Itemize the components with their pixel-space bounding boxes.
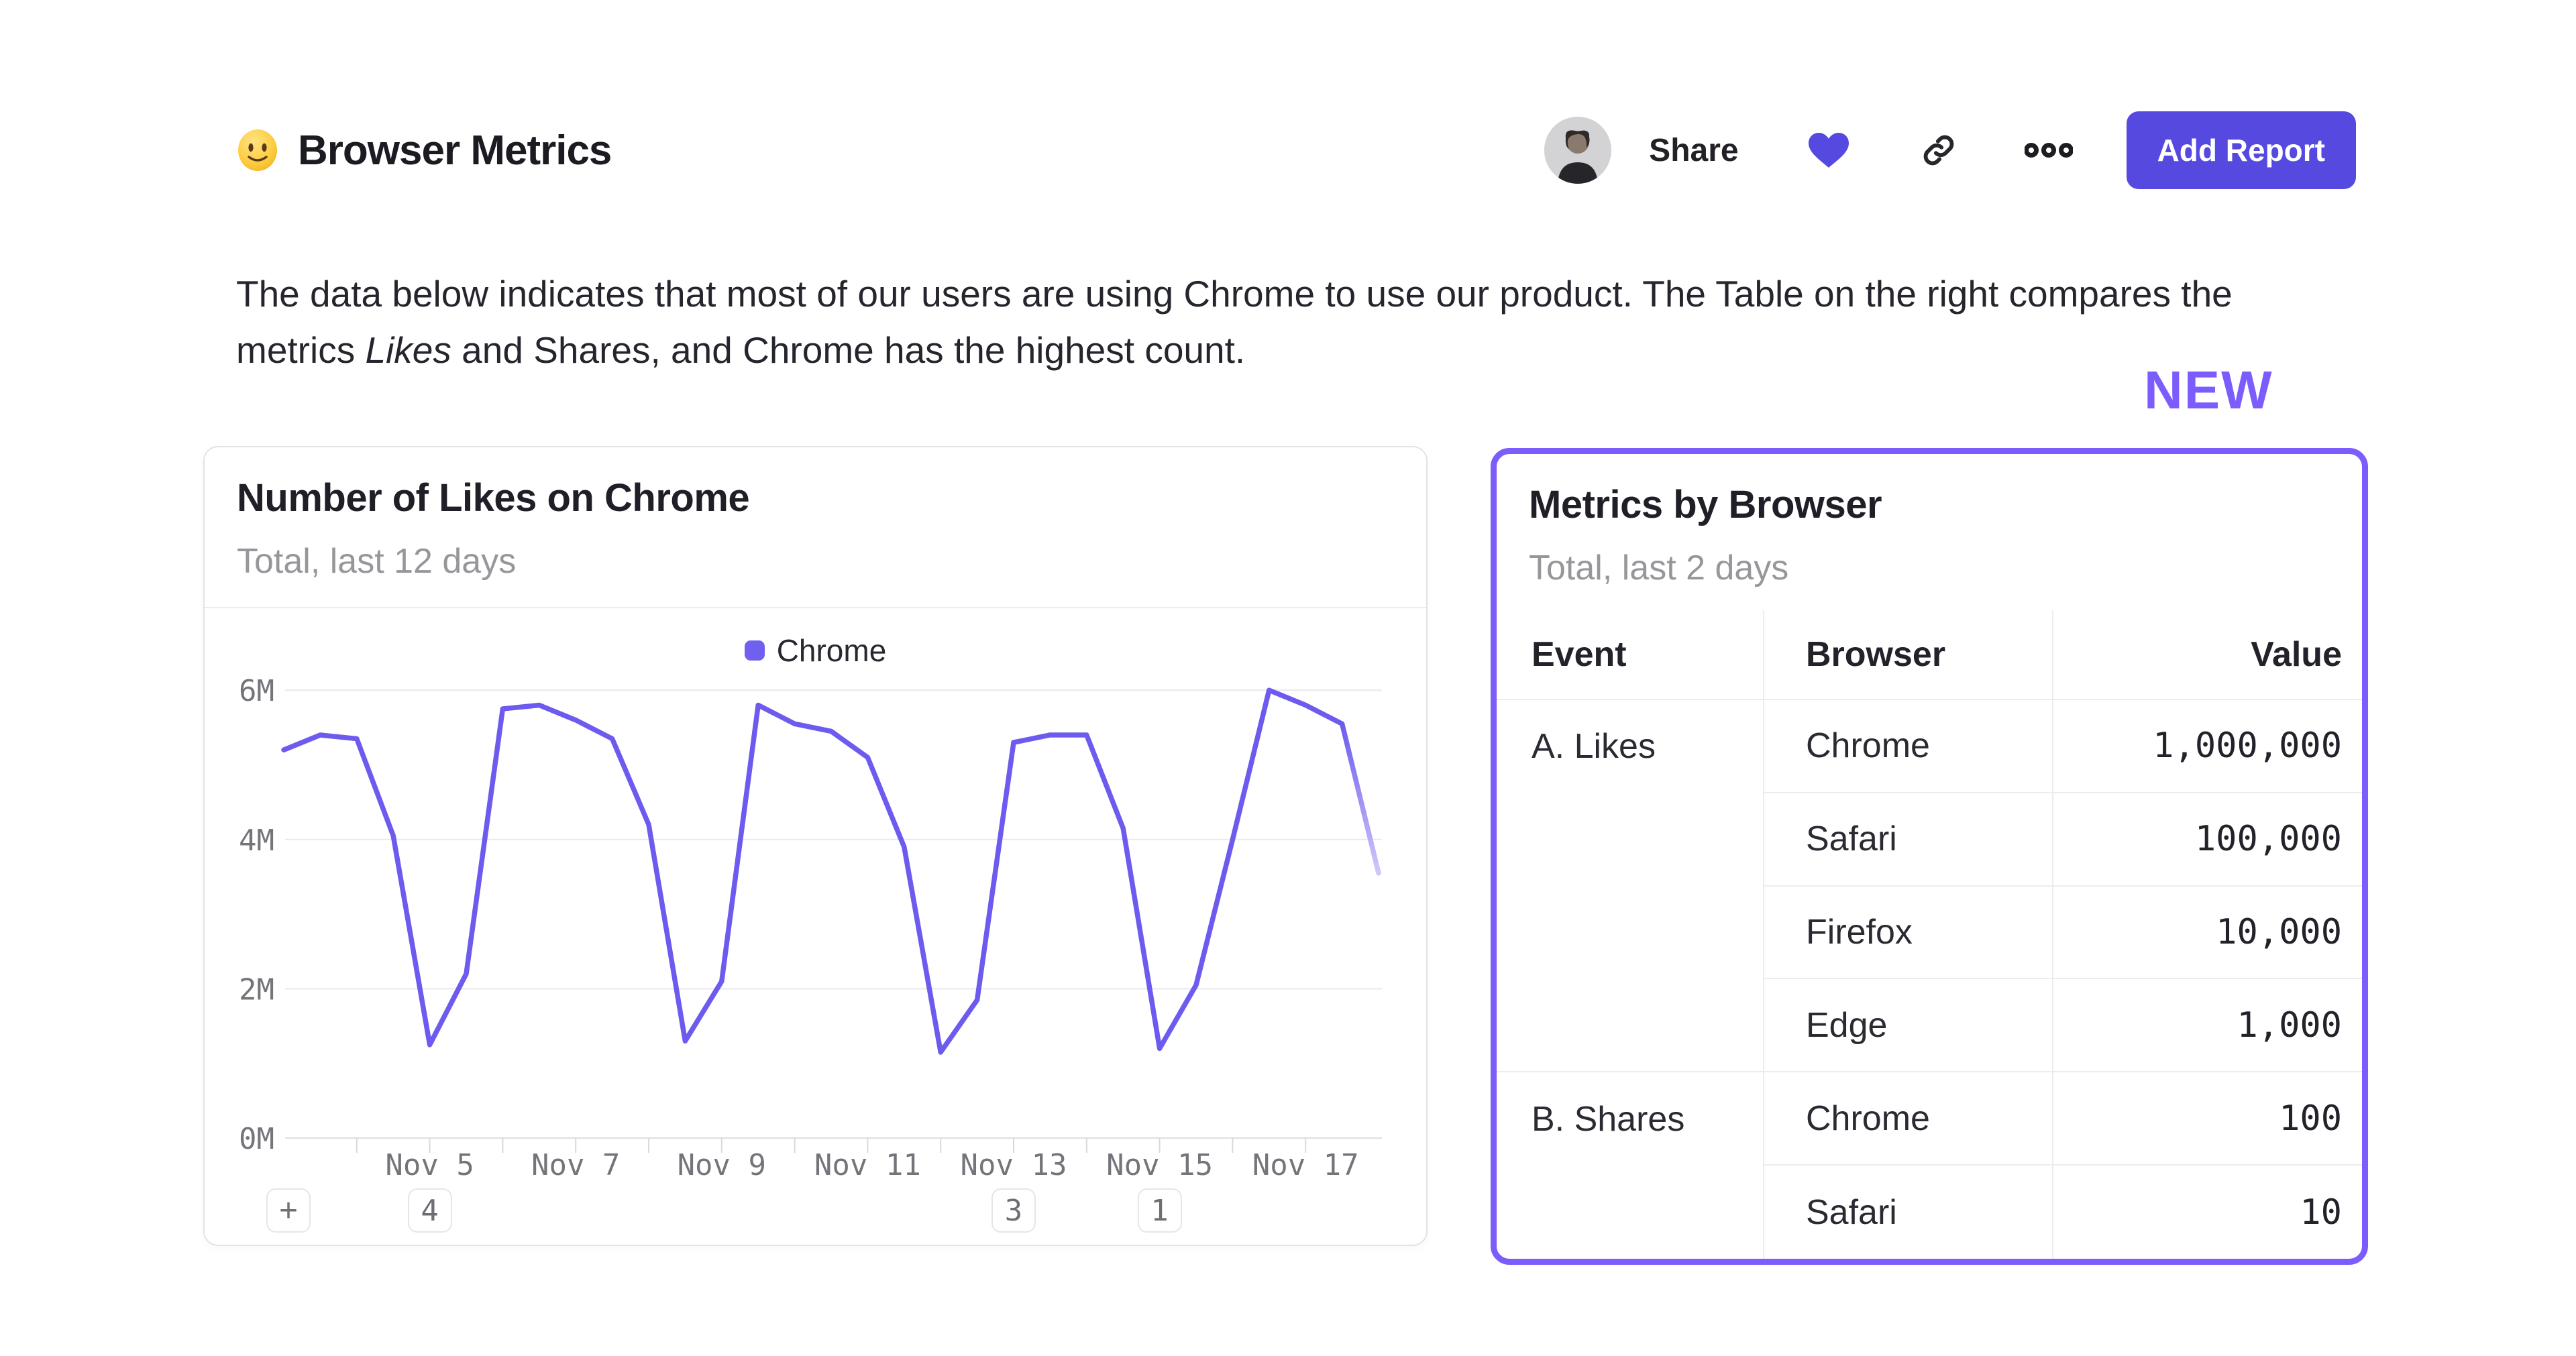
event-cell: [1497, 1166, 1764, 1259]
svg-text:6M: 6M: [239, 674, 274, 708]
avatar[interactable]: [1544, 117, 1612, 184]
value-cell: 100: [2053, 1072, 2362, 1166]
copy-link-icon[interactable]: [1920, 131, 1957, 169]
likes-card-subtitle: Total, last 12 days: [237, 542, 517, 581]
page-title: Browser Metrics: [298, 127, 612, 174]
smiley-emoji-icon: [236, 129, 279, 172]
add-annotation-button[interactable]: +: [266, 1188, 311, 1233]
annotation-row: + 4 3 1: [205, 1188, 1426, 1233]
page-header-left: Browser Metrics: [236, 113, 612, 188]
metrics-card-subtitle: Total, last 2 days: [1529, 549, 1789, 587]
svg-text:2M: 2M: [239, 972, 274, 1007]
chart-legend: Chrome: [205, 632, 1426, 669]
value-cell: 1,000: [2053, 979, 2362, 1073]
svg-text:Nov 17: Nov 17: [1252, 1148, 1359, 1182]
card-header-divider: [205, 607, 1426, 608]
browser-cell: Firefox: [1764, 886, 2053, 980]
svg-text:Nov 5: Nov 5: [385, 1148, 474, 1182]
value-cell: 10: [2300, 1192, 2342, 1233]
value-cell: 1,000,000: [2053, 700, 2362, 793]
column-header-browser: Browser: [1764, 610, 2053, 700]
new-badge: NEW: [2144, 360, 2273, 420]
browser-cell: Safari: [1764, 1166, 2053, 1259]
svg-text:Nov 15: Nov 15: [1106, 1148, 1213, 1182]
metrics-table: Event Browser Value A. Likes Chrome 1,00…: [1497, 610, 2362, 1259]
event-cell: B. Shares: [1497, 1072, 1764, 1166]
event-cell: A. Likes: [1497, 700, 1764, 793]
legend-swatch-chrome: [744, 640, 765, 661]
event-cell: [1497, 979, 1764, 1073]
svg-text:Nov 9: Nov 9: [678, 1148, 766, 1182]
description-line-2: metrics Likes and Shares, and Chrome has…: [236, 329, 1246, 371]
share-button[interactable]: Share: [1649, 132, 1739, 168]
svg-text:Nov 13: Nov 13: [961, 1148, 1067, 1182]
svg-text:Nov 11: Nov 11: [814, 1148, 921, 1182]
likes-card-title: Number of Likes on Chrome: [237, 476, 750, 520]
page-header-actions: Share Add Report: [1544, 111, 2356, 189]
browser-cell: Chrome: [1764, 1072, 2053, 1166]
value-cell: 100,000: [2053, 793, 2362, 887]
likes-chart-card: Number of Likes on Chrome Total, last 12…: [203, 446, 1428, 1246]
italic-metric-name: Likes: [365, 329, 451, 371]
browser-cell: Safari: [1764, 793, 2053, 887]
svg-text:4M: 4M: [239, 824, 274, 858]
annotation-chip-4[interactable]: 4: [407, 1188, 452, 1233]
likes-chart-svg: 0M 2M 4M 6M Nov 5 Nov 7 Nov 9 Nov 11 Nov 13 Nov 1…: [239, 674, 1382, 1182]
column-header-value: Value: [2053, 610, 2362, 700]
legend-label-chrome: Chrome: [776, 633, 887, 668]
event-cell: [1497, 793, 1764, 887]
description-line-1: The data below indicates that most of ou…: [236, 273, 2233, 315]
browser-cell: Edge: [1764, 979, 2053, 1073]
description-text: The data below indicates that most of ou…: [236, 266, 2436, 378]
metrics-card-title: Metrics by Browser: [1529, 483, 1882, 526]
annotation-chip-1[interactable]: 1: [1137, 1188, 1182, 1233]
metrics-table-card: Metrics by Browser Total, last 2 days Ev…: [1491, 448, 2368, 1265]
event-cell: [1497, 886, 1764, 980]
more-options-icon[interactable]: [2024, 142, 2073, 159]
browser-cell: Chrome: [1764, 700, 2053, 793]
svg-text:0M: 0M: [239, 1122, 274, 1156]
favorite-heart-icon[interactable]: [1806, 130, 1851, 170]
column-header-event: Event: [1497, 610, 1764, 700]
svg-text:Nov 7: Nov 7: [531, 1148, 620, 1182]
add-report-button[interactable]: Add Report: [2126, 111, 2356, 189]
value-cell: 10,000: [2053, 887, 2362, 980]
annotation-chip-3[interactable]: 3: [991, 1188, 1036, 1233]
